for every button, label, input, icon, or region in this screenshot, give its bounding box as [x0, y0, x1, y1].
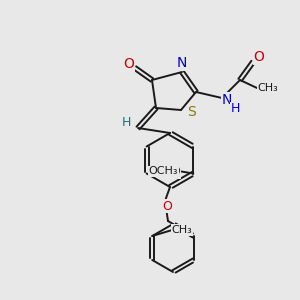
Text: O: O [170, 165, 180, 178]
Text: O: O [162, 200, 172, 212]
Text: N: N [177, 56, 187, 70]
Text: S: S [188, 105, 196, 119]
Text: Methoxy: Methoxy [152, 171, 158, 172]
Text: O: O [124, 57, 134, 71]
Text: H: H [121, 116, 131, 130]
Text: CH₃: CH₃ [258, 83, 278, 93]
Text: OCH₃: OCH₃ [148, 167, 178, 176]
Text: CH₃: CH₃ [172, 225, 193, 235]
Text: H: H [230, 103, 240, 116]
Text: N: N [222, 93, 232, 107]
Text: O: O [254, 50, 264, 64]
